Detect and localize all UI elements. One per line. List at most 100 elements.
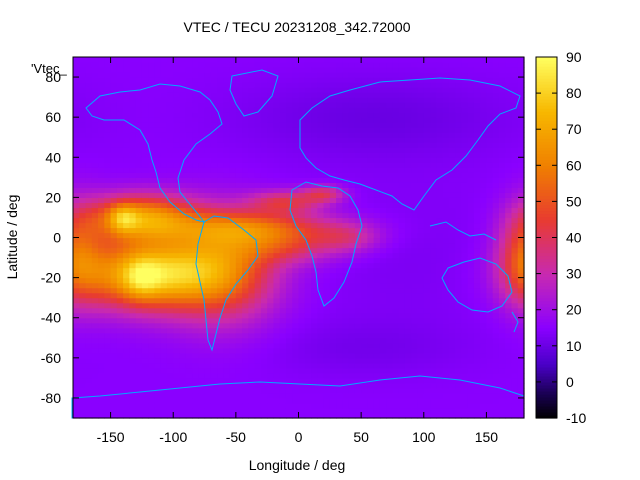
heatmap-cell (317, 92, 325, 98)
heatmap-cell (73, 317, 80, 324)
heatmap-cell (480, 222, 488, 229)
heatmap-cell (273, 277, 281, 284)
heatmap-cell (442, 207, 450, 214)
heatmap-cell (254, 172, 262, 178)
heatmap-cell (317, 187, 325, 193)
heatmap-cell (292, 127, 300, 133)
heatmap-cell (442, 177, 450, 183)
heatmap-cell (123, 377, 130, 384)
heatmap-cell (179, 352, 187, 359)
heatmap-cell (235, 97, 243, 103)
heatmap-cell (492, 372, 500, 379)
heatmap-cell (455, 412, 462, 419)
heatmap-cell (430, 247, 437, 254)
heatmap-cell (173, 252, 181, 259)
heatmap-cell (298, 232, 306, 239)
heatmap-cell (480, 152, 488, 158)
heatmap-cell (279, 127, 287, 133)
heatmap-cell (304, 97, 312, 103)
heatmap-cell (411, 182, 419, 188)
heatmap-cell (210, 172, 218, 178)
heatmap-cell (192, 322, 199, 329)
heatmap-cell (417, 412, 425, 419)
heatmap-cell (442, 212, 450, 219)
heatmap-cell (179, 362, 187, 369)
heatmap-cell (392, 287, 400, 294)
heatmap-cell (179, 57, 187, 63)
heatmap-cell (379, 287, 387, 294)
heatmap-cell (498, 392, 506, 399)
heatmap-cell (179, 367, 187, 374)
heatmap-cell (354, 57, 362, 63)
heatmap-cell (79, 267, 87, 274)
heatmap-cell (229, 317, 237, 324)
heatmap-cell (79, 252, 87, 259)
heatmap-cell (116, 207, 124, 214)
heatmap-cell (461, 182, 469, 188)
heatmap-cell (248, 357, 256, 364)
heatmap-cell (91, 357, 99, 364)
heatmap-cell (254, 62, 262, 68)
heatmap-cell (298, 122, 306, 128)
heatmap-cell (116, 192, 124, 198)
heatmap-cell (398, 292, 406, 299)
heatmap-cell (210, 402, 218, 409)
heatmap-cell (235, 252, 243, 259)
heatmap-cell (386, 147, 394, 153)
heatmap-cell (248, 332, 256, 339)
heatmap-cell (373, 92, 381, 98)
heatmap-cell (417, 317, 425, 324)
heatmap-cell (192, 262, 199, 269)
heatmap-cell (317, 242, 325, 249)
heatmap-cell (73, 92, 80, 98)
heatmap-cell (480, 212, 488, 219)
heatmap-cell (404, 172, 412, 178)
heatmap-cell (342, 72, 350, 78)
heatmap-cell (298, 127, 306, 133)
heatmap-cell (104, 367, 112, 374)
heatmap-cell (323, 342, 331, 349)
heatmap-cell (505, 287, 513, 294)
heatmap-cell (198, 152, 206, 158)
heatmap-cell (361, 197, 368, 203)
heatmap-cell (223, 322, 231, 329)
heatmap-cell (116, 127, 124, 133)
heatmap-cell (404, 227, 412, 234)
heatmap-cell (285, 122, 293, 128)
heatmap-cell (379, 302, 387, 309)
heatmap-cell (166, 307, 174, 314)
heatmap-cell (217, 252, 224, 259)
heatmap-cell (229, 157, 237, 163)
heatmap-cell (166, 277, 174, 284)
heatmap-cell (354, 222, 362, 229)
heatmap-cell (492, 402, 500, 409)
heatmap-cell (498, 122, 506, 128)
heatmap-cell (455, 187, 462, 193)
heatmap-cell (79, 102, 87, 108)
heatmap-cell (379, 127, 387, 133)
heatmap-cell (110, 317, 118, 324)
heatmap-cell (329, 207, 337, 214)
heatmap-cell (235, 272, 243, 279)
heatmap-cell (229, 337, 237, 344)
heatmap-cell (166, 342, 174, 349)
heatmap-cell (473, 342, 481, 349)
heatmap-cell (323, 357, 331, 364)
heatmap-cell (110, 102, 118, 108)
heatmap-cell (73, 252, 80, 259)
heatmap-cell (154, 317, 162, 324)
heatmap-cell (417, 72, 425, 78)
heatmap-cell (285, 87, 293, 93)
heatmap-cell (135, 287, 143, 294)
heatmap-cell (411, 112, 419, 118)
heatmap-cell (448, 87, 456, 93)
heatmap-cell (423, 197, 431, 203)
heatmap-cell (480, 337, 488, 344)
heatmap-cell (204, 112, 212, 118)
heatmap-cell (411, 217, 419, 224)
heatmap-cell (79, 262, 87, 269)
heatmap-cell (141, 182, 149, 188)
heatmap-cell (91, 372, 99, 379)
heatmap-cell (373, 67, 381, 73)
heatmap-cell (298, 382, 306, 389)
